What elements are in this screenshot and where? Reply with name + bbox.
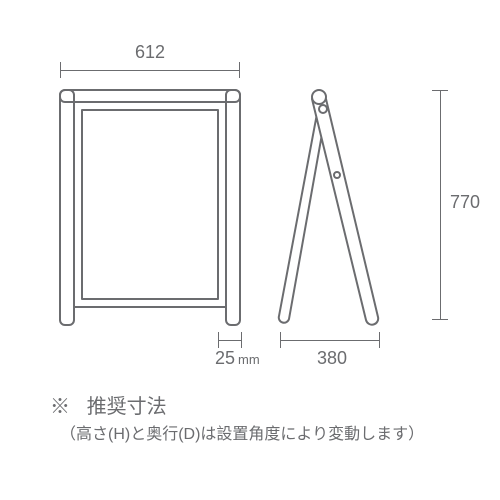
dim-side-depth-line (280, 340, 380, 341)
dim-height-line (440, 90, 441, 320)
note-main-text: 推奨寸法 (87, 396, 167, 418)
dim-side-depth-label: 380 (312, 348, 352, 369)
dim-width-label: 612 (120, 42, 180, 63)
dim-frame-depth-label: 25 (210, 348, 240, 369)
side-view (260, 85, 420, 335)
note-symbol: ※ (50, 396, 70, 418)
dim-side-depth-tick-r (379, 332, 380, 348)
dim-height-label: 770 (450, 192, 480, 213)
dim-frame-depth-tick-r (241, 332, 242, 348)
dim-width-line (60, 70, 240, 71)
dim-height-tick-b (432, 319, 448, 320)
dim-width-tick-r (239, 62, 240, 78)
note-main: ※ 推奨寸法 (50, 390, 167, 419)
dim-width-tick-l (60, 62, 61, 78)
front-view (55, 85, 245, 335)
dim-frame-depth-line (218, 340, 242, 341)
dim-height-tick-t (432, 90, 448, 91)
dim-side-depth-tick-l (280, 332, 281, 348)
dim-frame-depth-tick-l (218, 332, 219, 348)
dim-frame-depth-unit: mm (238, 352, 260, 367)
diagram-stage: 612 25 mm 380 770 ※ 推奨寸法 （高さ(H)と奥行(D)は設置… (0, 0, 500, 500)
note-sub: （高さ(H)と奥行(D)は設置角度により変動します） (60, 420, 424, 444)
